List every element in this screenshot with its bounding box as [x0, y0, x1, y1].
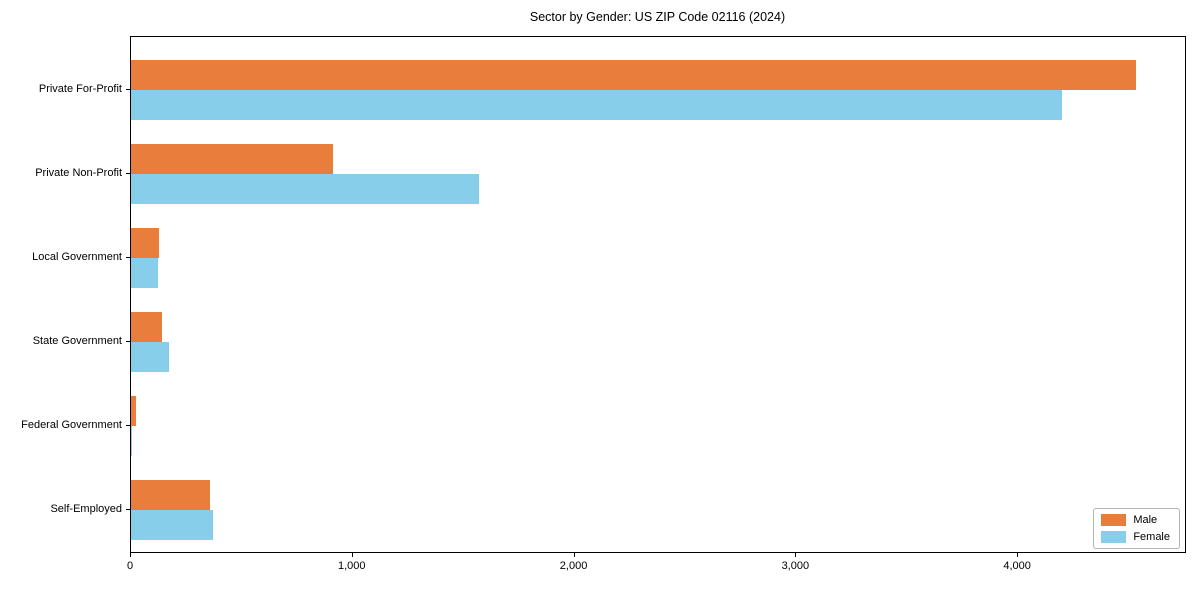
y-label-local-government: Local Government: [32, 251, 122, 263]
bar-male-federal-government: [131, 396, 137, 426]
x-tick-mark: [351, 553, 353, 557]
x-tick-label-4000: 4,000: [1003, 560, 1031, 572]
bar-female-self-employed: [131, 510, 213, 540]
y-label-private-non-profit: Private Non-Profit: [35, 167, 122, 179]
y-tick-mark: [126, 425, 130, 426]
legend-swatch-male: [1101, 514, 1127, 526]
bar-male-private-for-profit: [131, 60, 1136, 90]
bar-male-self-employed: [131, 480, 211, 510]
bar-male-local-government: [131, 228, 160, 258]
y-label-self-employed: Self-Employed: [50, 503, 122, 515]
legend-item-female: Female: [1101, 531, 1170, 543]
y-tick-mark: [126, 257, 130, 258]
y-label-federal-government: Federal Government: [21, 419, 122, 431]
bar-female-private-for-profit: [131, 90, 1063, 120]
bar-female-local-government: [131, 258, 158, 288]
y-tick-mark: [126, 173, 130, 174]
bar-female-state-government: [131, 342, 170, 372]
x-tick-label-0: 0: [126, 560, 134, 572]
y-tick-mark: [126, 509, 130, 510]
x-tick-mark: [1017, 553, 1019, 557]
x-tick-mark: [573, 553, 575, 557]
legend: Male Female: [1093, 508, 1180, 549]
plot-area: Male Female: [130, 36, 1186, 553]
bar-female-private-non-profit: [131, 174, 480, 204]
legend-swatch-female: [1101, 531, 1127, 543]
y-tick-mark: [126, 341, 130, 342]
bar-male-private-non-profit: [131, 144, 333, 174]
legend-label-female: Female: [1133, 531, 1170, 543]
x-tick-mark: [795, 553, 797, 557]
x-tick-label-3000: 3,000: [781, 560, 810, 572]
y-label-private-for-profit: Private For-Profit: [38, 83, 122, 95]
legend-label-male: Male: [1133, 514, 1158, 526]
y-tick-mark: [126, 89, 130, 90]
x-tick-label-2000: 2,000: [559, 560, 588, 572]
bar-male-state-government: [131, 312, 162, 342]
x-tick-mark: [130, 553, 131, 557]
y-label-state-government: State Government: [32, 335, 122, 347]
legend-item-male: Male: [1101, 514, 1170, 526]
x-tick-label-1000: 1,000: [338, 560, 366, 572]
chart-title: Sector by Gender: US ZIP Code 02116 (202…: [529, 10, 786, 24]
bar-female-federal-government: [131, 426, 132, 456]
